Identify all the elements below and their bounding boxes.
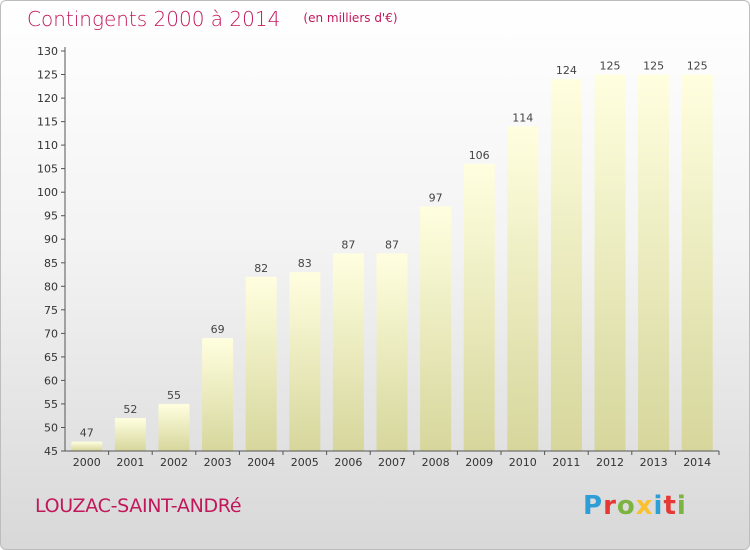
value-label-2006: 87: [341, 238, 355, 251]
y-tick-label-125: 125: [37, 69, 58, 82]
value-label-2005: 83: [298, 257, 312, 270]
x-tick-label-2013: 2013: [640, 456, 668, 469]
y-tick-label-130: 130: [37, 45, 58, 58]
proxiti-logo: Proxiti: [583, 491, 687, 521]
y-tick-label-95: 95: [44, 210, 58, 223]
x-tick-label-2008: 2008: [422, 456, 450, 469]
value-label-2004: 82: [254, 262, 268, 275]
bar-2007: [376, 253, 408, 451]
y-tick-label-80: 80: [44, 280, 58, 293]
logo-letter: P: [583, 491, 604, 521]
value-label-2008: 97: [429, 191, 443, 204]
y-tick-label-120: 120: [37, 92, 58, 105]
bar-2009: [463, 163, 495, 451]
value-label-2003: 69: [211, 323, 225, 336]
bar-2002: [158, 403, 190, 451]
bar-2008: [420, 206, 452, 451]
bar-2010: [507, 126, 539, 452]
y-tick-label-55: 55: [44, 398, 58, 411]
bar-2001: [114, 418, 146, 451]
x-tick-label-2003: 2003: [204, 456, 232, 469]
x-tick-label-2004: 2004: [247, 456, 275, 469]
value-label-2001: 52: [123, 403, 137, 416]
bar-2006: [332, 253, 364, 451]
value-label-2013: 125: [643, 60, 664, 73]
y-tick-label-105: 105: [37, 163, 58, 176]
y-tick-label-115: 115: [37, 116, 58, 129]
y-tick-label-85: 85: [44, 257, 58, 270]
chart-title: Contingents 2000 à 2014: [27, 7, 281, 31]
x-tick-label-2011: 2011: [552, 456, 580, 469]
bar-2005: [289, 272, 321, 451]
bar-2012: [594, 74, 626, 451]
y-tick-label-65: 65: [44, 351, 58, 364]
x-tick-label-2000: 2000: [73, 456, 101, 469]
x-tick-label-2006: 2006: [334, 456, 362, 469]
logo-letter: t: [663, 491, 677, 521]
bar-2013: [638, 74, 670, 451]
title-row: Contingents 2000 à 2014 (en milliers d'€…: [27, 7, 398, 31]
commune-name: LOUZAC-SAINT-ANDRé: [35, 495, 242, 517]
x-tick-label-2014: 2014: [683, 456, 711, 469]
logo-letter: i: [653, 491, 664, 521]
value-label-2000: 47: [80, 427, 94, 440]
bar-2004: [245, 276, 277, 451]
x-tick-label-2007: 2007: [378, 456, 406, 469]
logo-letter: x: [635, 491, 654, 521]
value-label-2002: 55: [167, 389, 181, 402]
y-tick-label-45: 45: [44, 445, 58, 458]
bar-2003: [202, 338, 234, 451]
value-label-2007: 87: [385, 238, 399, 251]
y-tick-label-110: 110: [37, 139, 58, 152]
value-label-2009: 106: [469, 149, 490, 162]
y-tick-label-50: 50: [44, 422, 58, 435]
value-label-2014: 125: [687, 60, 708, 73]
logo-letter: o: [616, 491, 636, 521]
bar-2011: [550, 79, 582, 451]
logo-letter: i: [676, 491, 687, 521]
x-tick-label-2012: 2012: [596, 456, 624, 469]
y-tick-label-75: 75: [44, 304, 58, 317]
y-tick-label-90: 90: [44, 233, 58, 246]
x-tick-label-2001: 2001: [116, 456, 144, 469]
y-tick-label-70: 70: [44, 327, 58, 340]
x-tick-label-2009: 2009: [465, 456, 493, 469]
value-label-2010: 114: [512, 111, 533, 124]
bar-2000: [71, 441, 103, 451]
value-label-2012: 125: [600, 60, 621, 73]
x-tick-label-2005: 2005: [291, 456, 319, 469]
logo-letter: r: [603, 491, 617, 521]
x-tick-label-2002: 2002: [160, 456, 188, 469]
x-tick-label-2010: 2010: [509, 456, 537, 469]
y-tick-label-60: 60: [44, 374, 58, 387]
y-tick-label-100: 100: [37, 186, 58, 199]
value-label-2011: 124: [556, 64, 577, 77]
bar-2014: [681, 74, 713, 451]
chart-unit: (en milliers d'€): [303, 11, 398, 25]
